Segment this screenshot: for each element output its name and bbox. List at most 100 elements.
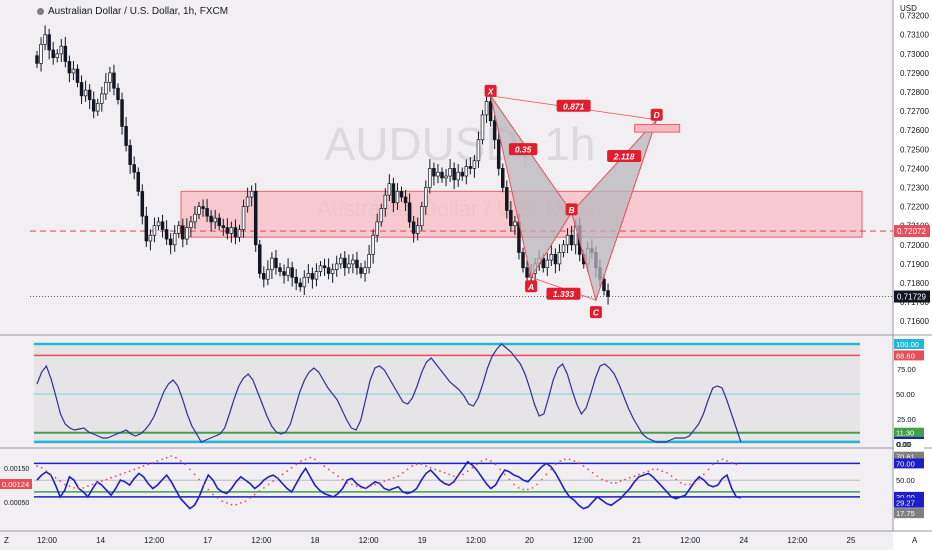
candle-body [177, 225, 181, 234]
candle-body [136, 171, 141, 192]
osc-tick-label: 75.00 [897, 365, 916, 374]
osc2-signal-dot [235, 503, 238, 506]
ratio-xb-label: 0.35 [515, 145, 532, 155]
candle-body [399, 190, 404, 198]
osc2-signal-dot [369, 485, 372, 488]
osc2-signal-dot [225, 502, 228, 504]
osc2-signal-dot [332, 471, 335, 474]
osc2-signal-dot [179, 460, 182, 462]
candle-body [460, 171, 465, 177]
osc2-signal-dot [726, 460, 728, 462]
candle-body [193, 213, 197, 223]
candle-body [253, 190, 258, 246]
osc2-signal-dot [466, 470, 469, 472]
osc2-signal-dot [351, 483, 353, 486]
ratio-xb-label-box [508, 143, 538, 156]
candle-body [569, 234, 574, 246]
time-tick-label: 12:00 [573, 536, 594, 545]
osc2-signal-dot [300, 460, 302, 462]
candle-body [298, 282, 303, 288]
price-tick-label: 0.71700 [900, 298, 929, 307]
candle-body [55, 53, 59, 59]
osc-level-tag-bg [894, 350, 924, 361]
candle-body [525, 267, 529, 278]
candle-body [545, 259, 550, 269]
candle-body [168, 238, 173, 246]
osc2-signal-dot [494, 463, 497, 466]
candle-body [63, 45, 68, 62]
candle-body [189, 221, 193, 228]
osc2-signal-dot [462, 473, 464, 476]
osc2-signal-dot [374, 483, 376, 486]
osc2-signal-dot [624, 478, 627, 481]
candle-body [71, 68, 76, 74]
time-tick-label: 25 [847, 536, 856, 545]
osc2-signal-dot [272, 480, 275, 483]
candle-body [262, 273, 266, 280]
candle-body [266, 269, 270, 280]
osc2-signal-dot [452, 475, 455, 478]
candle-body [156, 221, 161, 227]
candle-body [249, 190, 254, 198]
osc2-signal-dot [684, 483, 687, 486]
candle-body [290, 267, 294, 278]
candle-body [144, 215, 149, 242]
osc2-level-tag: 29.27 [896, 499, 915, 508]
candle-body [314, 271, 319, 280]
osc2-signal-dot [304, 458, 307, 461]
osc2-signal-dot [82, 486, 85, 489]
osc2-signal-dot [388, 478, 390, 481]
osc2-signal-dot [601, 478, 603, 481]
osc2-signal-dot [517, 486, 520, 489]
osc2-signal-dot [564, 458, 566, 461]
osc2-signal-dot [707, 468, 710, 471]
osc2-signal-dot [573, 460, 576, 462]
candle-body [213, 217, 217, 223]
candle-body [124, 126, 128, 146]
candle-body [108, 72, 112, 83]
osc2-signal-dot [114, 475, 117, 478]
candle-body [185, 227, 189, 240]
candle-body [602, 278, 606, 291]
time-tick-label: 24 [739, 536, 748, 545]
time-tick-label: 14 [96, 536, 105, 545]
candle-body [47, 34, 51, 51]
candle-body [367, 253, 371, 269]
candle-body [553, 253, 558, 265]
osc2-signal-dot [633, 475, 636, 478]
time-tick-label: 12:00 [787, 536, 808, 545]
osc2-signal-dot [40, 466, 43, 469]
candle-body [436, 171, 440, 177]
candle-body [225, 227, 230, 234]
osc2-signal-dot [480, 460, 483, 462]
candle-body [233, 227, 238, 238]
osc2-signal-dot [198, 478, 200, 481]
osc-level-tag: 50.00 [896, 390, 915, 399]
osc2-signal-dot [522, 488, 525, 491]
candle-body [112, 72, 116, 89]
osc2-signal-dot [128, 470, 131, 472]
candle-body [468, 166, 473, 169]
candle-body [39, 43, 43, 64]
osc2-level-tag-bg [894, 475, 924, 486]
osc2-signal-dot [360, 486, 363, 489]
osc2-signal-dot [49, 473, 52, 476]
osc2-signal-dot [263, 486, 265, 489]
time-tick-label: 19 [418, 536, 427, 545]
osc2-signal-dot [341, 478, 344, 481]
candle-body [197, 206, 201, 215]
osc2-signal-dot [337, 475, 339, 478]
osc2-signal-dot [295, 463, 298, 466]
price-tick-label: 0.72500 [900, 145, 929, 154]
ratio-ac-label-box [546, 287, 581, 300]
osc2-level-tag-bg [894, 508, 924, 519]
point-a-label: A [527, 282, 534, 292]
candle-body [565, 234, 570, 246]
candle-body [35, 55, 39, 64]
osc2-level-tag-bg [894, 491, 924, 502]
last-price-label-bg [894, 290, 930, 303]
osc2-signal-dot [100, 480, 103, 483]
candle-body [424, 187, 428, 207]
osc2-signal-dot [457, 475, 460, 478]
